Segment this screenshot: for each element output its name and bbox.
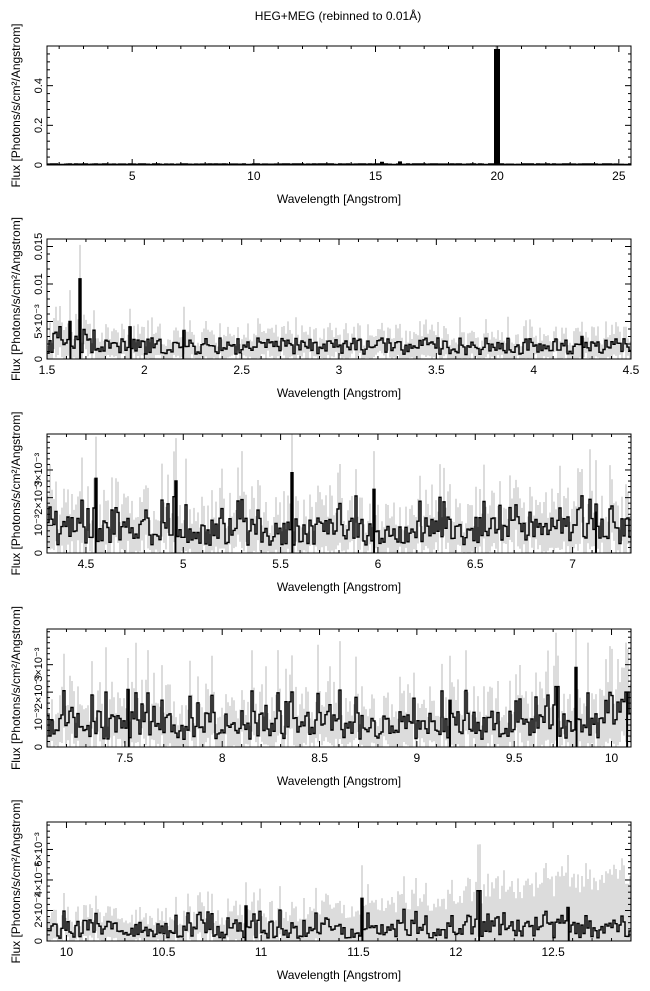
y-tick-label: 0.01: [33, 273, 45, 294]
y-axis-label: Flux [Photons/s/cm²/Angstrom]: [9, 411, 23, 575]
y-tick-label: 0.2: [33, 118, 45, 133]
x-tick-label: 2: [141, 363, 148, 377]
y-tick-label: 2×10⁻³: [33, 675, 45, 710]
x-tick-label: 6: [375, 557, 382, 571]
x-axis-label: Wavelength [Angstrom]: [277, 968, 401, 982]
x-axis-label: Wavelength [Angstrom]: [277, 774, 401, 788]
x-axis-label: Wavelength [Angstrom]: [277, 580, 401, 594]
x-tick-label: 15: [369, 169, 383, 183]
spectrum-panel-1: 5 10 15 20 25 0 0.2 0.4 Wavelength [Angstrom] Flu…: [9, 23, 632, 206]
figure-title: HEG+MEG (rebinned to 0.01Å): [255, 8, 421, 23]
x-tick-label: 12.5: [541, 945, 565, 959]
spectrum-series-line: [47, 890, 631, 939]
plot-frame: [46, 45, 632, 166]
x-tick-label: 10.5: [152, 945, 176, 959]
error-bar-path: [47, 46, 631, 165]
y-tick-label: 10⁻³: [33, 708, 45, 730]
x-tick-label: 1.5: [39, 363, 56, 377]
spectrum-series-line: [47, 666, 631, 740]
x-tick-label: 11.5: [347, 945, 370, 959]
x-tick-label: 4.5: [623, 363, 640, 377]
y-tick-label: 0: [33, 162, 45, 168]
y-tick-label: 0: [33, 938, 45, 944]
x-tick-label: 2.5: [233, 363, 250, 377]
y-tick-label: 2×10⁻³: [33, 480, 45, 515]
y-tick-label: 4×10⁻³: [33, 863, 45, 898]
y-tick-label: 0: [33, 744, 45, 750]
x-tick-label: 3.5: [428, 363, 445, 377]
y-tick-label: 3×10⁻³: [33, 453, 45, 488]
y-axis-label: Flux [Photons/s/cm²/Angstrom]: [9, 23, 23, 187]
x-tick-label: 4: [530, 363, 537, 377]
plot-frame: [46, 628, 632, 748]
spectrum-panel-4: 7.5 8 8.5 9 9.5 10 0 10⁻³2×10⁻³3×10⁻³ Wavelength…: [9, 606, 632, 788]
spectrum-panel-5: 10 10.5 11 11.5 12 12.5 0 2×10⁻³4×10⁻³6×10⁻³ Wav…: [9, 799, 632, 982]
x-tick-label: 5: [129, 169, 136, 183]
spectrum-panel-2: 1.5 2 2.5 3 3.5 4 4.5 0 5×10⁻³ 0.01 0.015 Wavelengt…: [9, 217, 640, 400]
x-tick-label: 5.5: [272, 557, 289, 571]
x-axis-label: Wavelength [Angstrom]: [277, 192, 401, 206]
error-bars: [47, 46, 631, 165]
x-tick-label: 6.5: [467, 557, 484, 571]
x-tick-label: 7.5: [117, 751, 134, 765]
x-tick-label: 20: [490, 169, 504, 183]
x-tick-label: 10: [60, 945, 74, 959]
error-bars: [47, 629, 631, 747]
y-tick-label: 0.015: [33, 233, 45, 261]
x-tick-label: 9: [414, 751, 421, 765]
y-tick-label: 6×10⁻³: [33, 832, 45, 867]
error-bar-path: [47, 629, 631, 747]
x-tick-label: 10: [605, 751, 619, 765]
x-tick-label: 8.5: [311, 751, 328, 765]
x-tick-label: 5: [180, 557, 187, 571]
y-axis-label: Flux [Photons/s/cm²/Angstrom]: [9, 606, 23, 770]
spectrum-series-line: [47, 472, 631, 546]
x-tick-label: 11: [255, 945, 268, 959]
x-tick-label: 8: [219, 751, 226, 765]
y-tick-label: 3×10⁻³: [33, 647, 45, 682]
y-tick-label: 2×10⁻³: [33, 893, 45, 928]
y-tick-label: 0: [33, 550, 45, 556]
spectrum-series-line: [47, 278, 631, 356]
spectrum-series-line: [47, 49, 631, 165]
x-axis-label: Wavelength [Angstrom]: [277, 386, 401, 400]
y-tick-label: 0: [33, 356, 45, 362]
y-tick-label: 5×10⁻³: [33, 304, 45, 339]
x-tick-label: 25: [612, 169, 626, 183]
x-tick-label: 3: [336, 363, 343, 377]
y-axis-label: Flux [Photons/s/cm²/Angstrom]: [9, 799, 23, 963]
y-axis-label: Flux [Photons/s/cm²/Angstrom]: [9, 217, 23, 381]
spectrum-panel-3: 4.5 5 5.5 6 6.5 7 0 10⁻³2×10⁻³3×10⁻³ Wavelength …: [9, 411, 632, 594]
x-tick-label: 12: [449, 945, 463, 959]
y-tick-label: 10⁻³: [33, 514, 45, 536]
x-tick-label: 10: [247, 169, 261, 183]
x-tick-label: 9.5: [506, 751, 523, 765]
x-tick-label: 4.5: [78, 557, 95, 571]
y-tick-label: 0.4: [33, 78, 45, 93]
x-tick-label: 7: [569, 557, 576, 571]
